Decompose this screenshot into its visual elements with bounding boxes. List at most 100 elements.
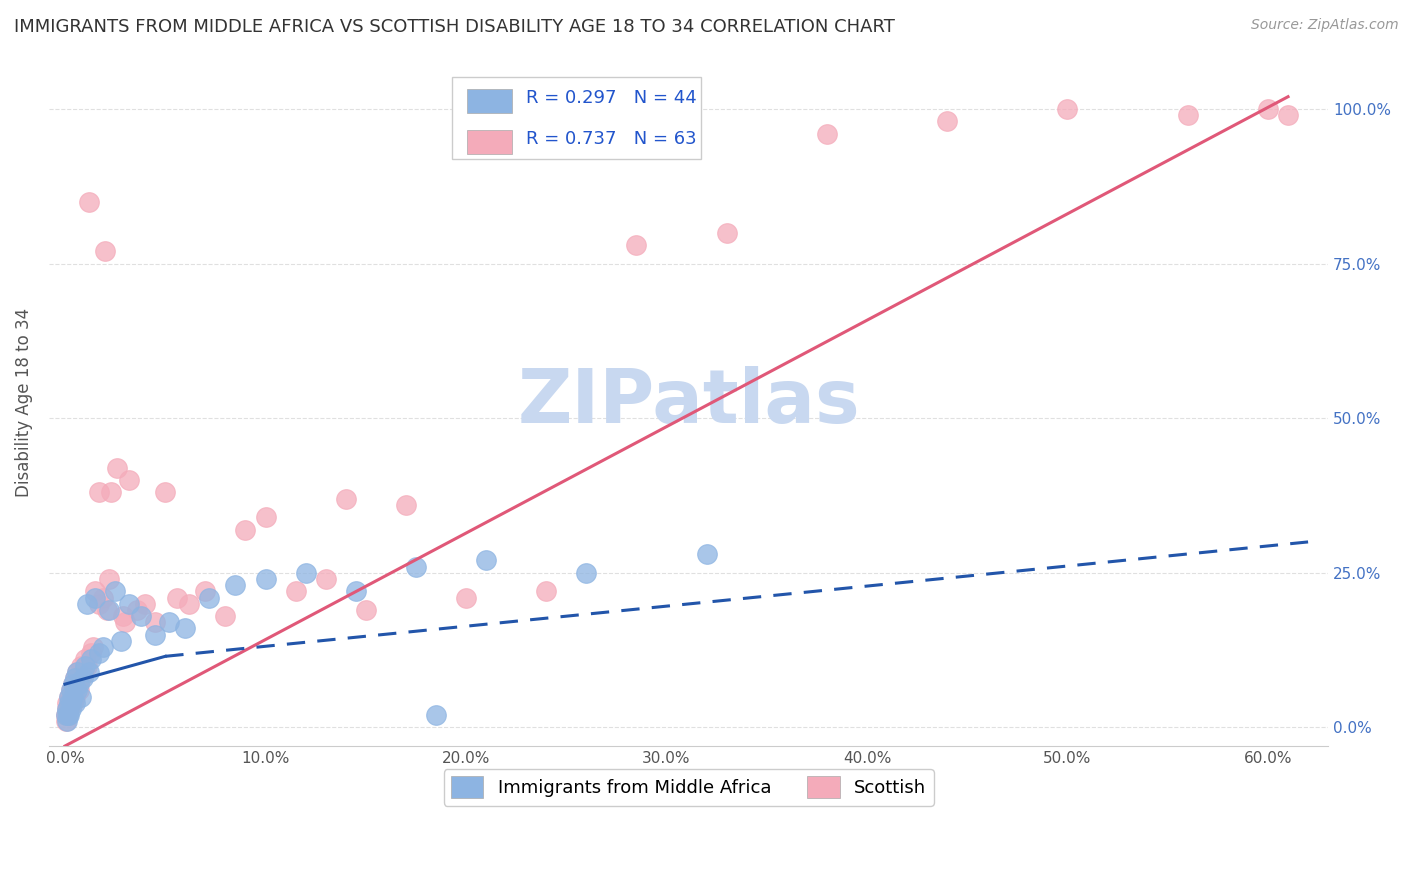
Point <box>127 603 149 617</box>
Point <box>55 708 77 723</box>
Point <box>62 683 84 698</box>
Point <box>335 491 357 506</box>
Point <box>134 597 156 611</box>
Point <box>67 683 90 698</box>
Point <box>73 658 96 673</box>
Point <box>62 677 84 691</box>
Point <box>1056 102 1078 116</box>
Point <box>284 584 307 599</box>
Point <box>1177 108 1199 122</box>
Point <box>194 584 217 599</box>
Point <box>936 114 959 128</box>
Point <box>84 584 107 599</box>
Point <box>60 683 83 698</box>
Point <box>62 696 84 710</box>
Bar <box>467 130 512 154</box>
Point <box>87 485 110 500</box>
Point <box>91 640 114 654</box>
Point <box>84 591 107 605</box>
Point <box>214 609 236 624</box>
Point <box>94 244 117 259</box>
Point <box>80 646 103 660</box>
Y-axis label: Disability Age 18 to 34: Disability Age 18 to 34 <box>15 309 32 498</box>
Point <box>425 708 447 723</box>
Point <box>72 665 94 679</box>
Point <box>626 238 648 252</box>
Point <box>254 510 277 524</box>
Point <box>198 591 221 605</box>
Text: IMMIGRANTS FROM MIDDLE AFRICA VS SCOTTISH DISABILITY AGE 18 TO 34 CORRELATION CH: IMMIGRANTS FROM MIDDLE AFRICA VS SCOTTIS… <box>14 18 896 36</box>
Point <box>56 702 79 716</box>
Point <box>235 523 257 537</box>
Point <box>100 485 122 500</box>
Point <box>55 708 77 723</box>
Point <box>254 572 277 586</box>
Point <box>70 671 93 685</box>
Point <box>1257 102 1279 116</box>
Point <box>58 690 80 704</box>
Point <box>62 690 84 704</box>
Point <box>56 696 79 710</box>
Point <box>56 702 79 716</box>
Point <box>174 622 197 636</box>
Point <box>60 702 83 716</box>
Text: ZIPatlas: ZIPatlas <box>517 367 860 439</box>
Point <box>87 597 110 611</box>
Point <box>77 194 100 209</box>
Point <box>454 591 477 605</box>
Point <box>76 658 98 673</box>
Text: Source: ZipAtlas.com: Source: ZipAtlas.com <box>1251 18 1399 32</box>
Point <box>66 677 89 691</box>
Point <box>58 702 80 716</box>
Point <box>395 498 418 512</box>
Point <box>60 696 83 710</box>
Point <box>475 553 498 567</box>
Point <box>224 578 246 592</box>
Bar <box>467 89 512 113</box>
Point <box>155 485 177 500</box>
Point <box>58 708 80 723</box>
Point <box>166 591 188 605</box>
Point <box>143 628 166 642</box>
Point <box>60 683 83 698</box>
Point <box>716 226 738 240</box>
Point <box>87 646 110 660</box>
Point <box>575 566 598 580</box>
Point <box>179 597 201 611</box>
Point <box>112 609 135 624</box>
Point <box>405 559 427 574</box>
Point <box>129 609 152 624</box>
Point <box>294 566 316 580</box>
Point <box>1277 108 1299 122</box>
FancyBboxPatch shape <box>451 77 702 159</box>
Point <box>114 615 136 630</box>
Point <box>98 603 121 617</box>
Point <box>344 584 367 599</box>
Point <box>56 708 79 723</box>
Point <box>815 127 838 141</box>
Point <box>118 597 141 611</box>
Point <box>110 633 132 648</box>
Point <box>96 603 118 617</box>
Point <box>63 671 86 685</box>
Point <box>534 584 557 599</box>
Legend: Immigrants from Middle Africa, Scottish: Immigrants from Middle Africa, Scottish <box>443 769 934 805</box>
Point <box>105 460 128 475</box>
Point <box>63 671 86 685</box>
Text: R = 0.737   N = 63: R = 0.737 N = 63 <box>526 130 697 148</box>
Point <box>63 690 86 704</box>
Point <box>58 690 80 704</box>
Point <box>98 572 121 586</box>
Point <box>72 671 94 685</box>
Point <box>56 714 79 729</box>
Point <box>82 640 104 654</box>
Point <box>315 572 337 586</box>
Point <box>58 696 80 710</box>
Point <box>70 658 93 673</box>
Point <box>80 652 103 666</box>
Point <box>76 597 98 611</box>
Point <box>66 665 89 679</box>
Text: R = 0.297   N = 44: R = 0.297 N = 44 <box>526 89 697 107</box>
Point <box>696 547 718 561</box>
Point <box>60 696 83 710</box>
